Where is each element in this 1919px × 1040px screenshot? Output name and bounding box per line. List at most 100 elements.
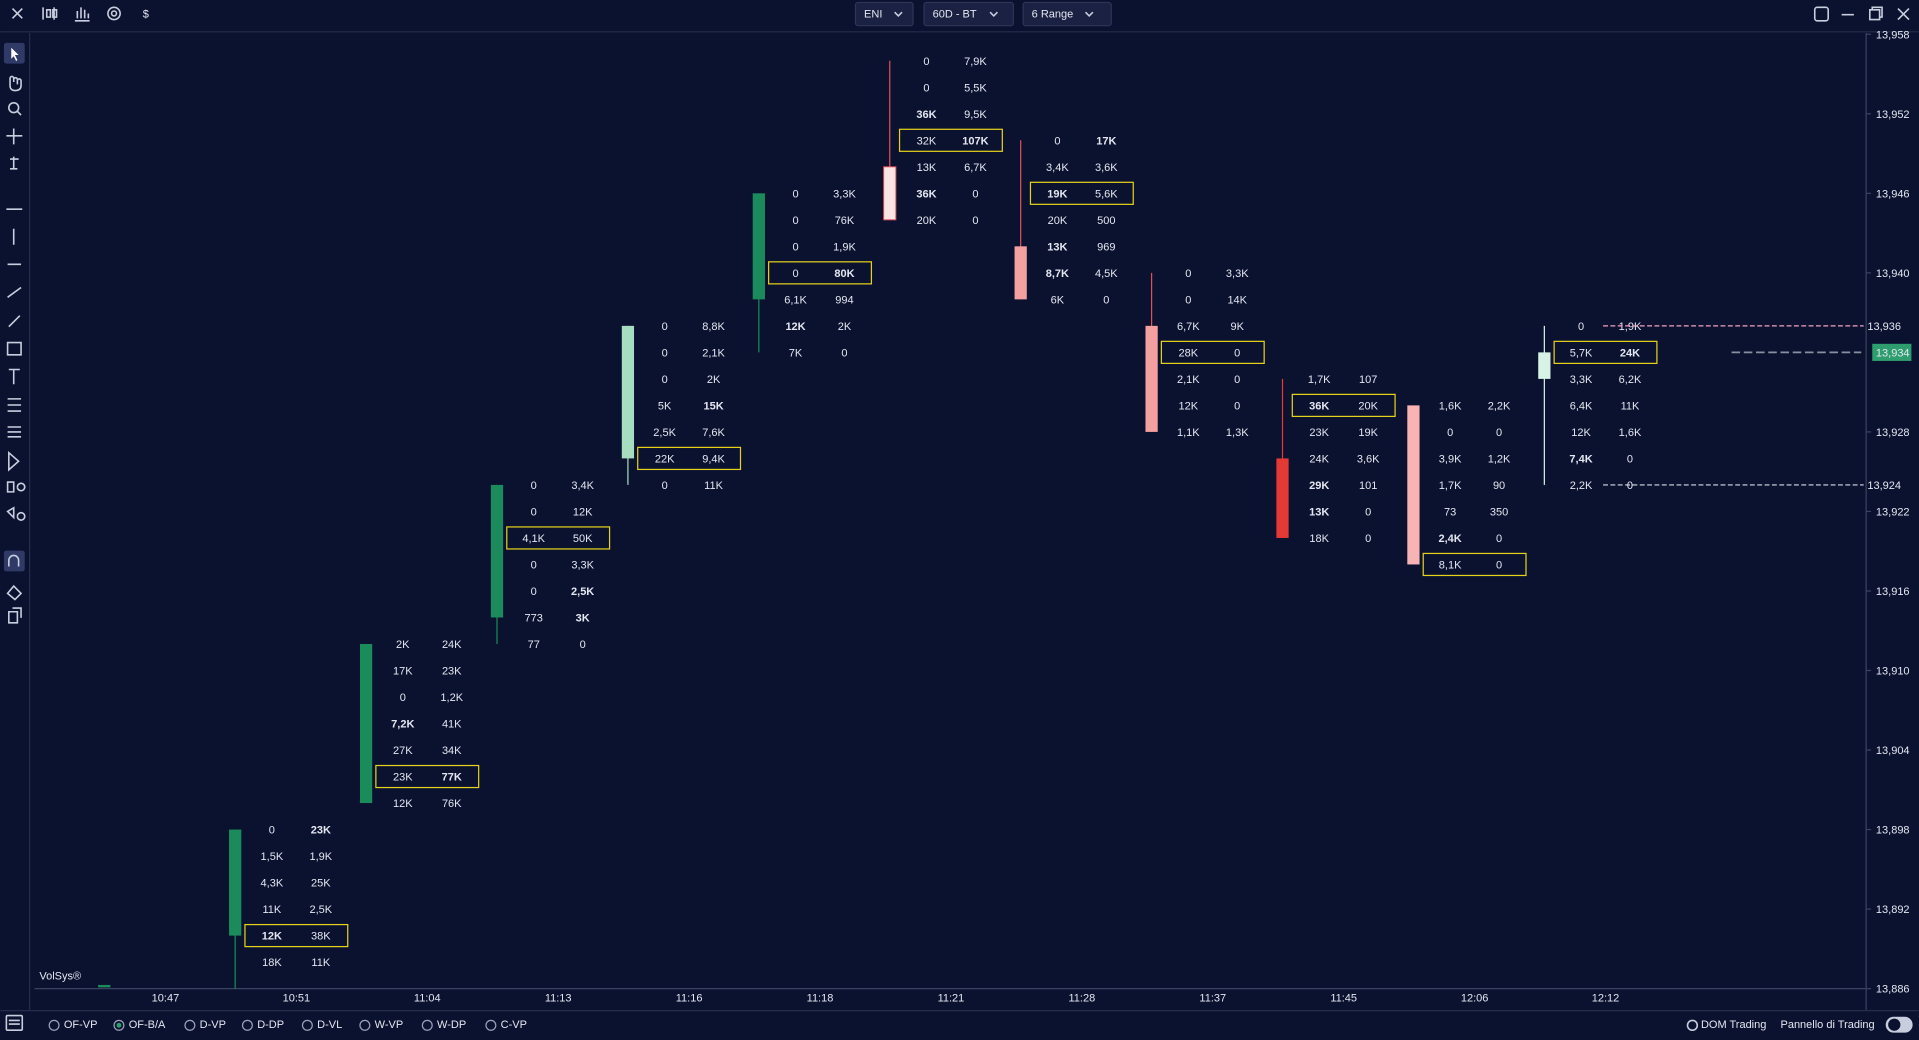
zoom-icon[interactable] [8, 101, 20, 114]
bid-volume: 0 [531, 507, 537, 519]
ask-volume: 350 [1490, 507, 1508, 519]
watermark: VolSys® [39, 970, 81, 982]
radio-dot [116, 1022, 122, 1028]
candle-body [359, 643, 373, 804]
ask-volume: 24K [442, 639, 462, 651]
y-tick-label: 13,904 [1876, 745, 1910, 757]
bid-volume: 0 [531, 560, 537, 572]
bars-icon[interactable] [74, 7, 90, 22]
bid-volume: 0 [1054, 135, 1060, 147]
chevron [894, 11, 903, 18]
bid-volume: 12K [785, 321, 805, 333]
current-price-label: 13,934 [1876, 348, 1910, 360]
highlight-box [898, 128, 1003, 152]
hand-icon[interactable] [9, 75, 22, 92]
bottom-item[interactable]: Pannello di Trading [1780, 1019, 1874, 1031]
option-label[interactable]: OF-VP [64, 1019, 98, 1031]
bid-volume: 20K [1048, 215, 1068, 227]
candle-body [1014, 246, 1027, 300]
cursor-icon [11, 47, 19, 62]
currency-icon[interactable]: $ [143, 9, 149, 21]
bid-volume: 6,1K [784, 294, 807, 306]
radio[interactable] [1686, 1019, 1699, 1032]
ask-volume: 80K [834, 268, 854, 280]
ask-volume: 0 [1103, 294, 1109, 306]
radio[interactable] [184, 1019, 196, 1031]
settings-icon[interactable] [107, 6, 121, 21]
radio[interactable] [113, 1019, 125, 1031]
toggle-knob [1888, 1018, 1901, 1031]
bid-volume: 6,7K [1177, 321, 1200, 333]
ask-volume: 1,6K [1619, 427, 1642, 439]
ask-volume: 0 [1234, 348, 1240, 360]
dropdown[interactable] [1022, 1, 1112, 27]
bid-volume: 0 [1578, 321, 1584, 333]
tools-icons[interactable] [6, 110, 23, 170]
y-tick-label: 13,916 [1876, 586, 1910, 598]
option-label[interactable]: D-VL [317, 1019, 342, 1031]
magnet-tool[interactable] [3, 550, 25, 572]
bid-volume: 23K [1309, 427, 1329, 439]
option-label[interactable]: C-VP [501, 1019, 527, 1031]
dropdown[interactable] [854, 1, 914, 27]
close-icon[interactable] [11, 8, 23, 19]
ask-volume: 77K [442, 772, 462, 784]
bid-volume: 5,7K [1570, 348, 1593, 360]
dropdown[interactable] [923, 1, 1014, 27]
layout-icon[interactable] [1813, 6, 1830, 22]
bid-volume: 4,1K [522, 533, 545, 545]
ask-volume: 3K [576, 613, 590, 625]
ask-volume: 9,5K [964, 109, 987, 121]
option-label[interactable]: D-DP [257, 1019, 284, 1031]
y-tick-label: 13,946 [1876, 188, 1910, 200]
ask-volume: 15K [703, 401, 723, 413]
bid-volume: 1,5K [261, 851, 284, 863]
ask-volume: 2K [838, 321, 852, 333]
ask-volume: 9,4K [702, 454, 725, 466]
ask-volume: 0 [1627, 454, 1633, 466]
x-tick-label: 12:06 [1461, 992, 1489, 1004]
drawing-tools[interactable] [6, 208, 26, 521]
option-label[interactable]: W-DP [437, 1019, 466, 1031]
x-tick-label: 11:16 [676, 992, 703, 1004]
bid-volume: 27K [393, 745, 413, 757]
highlight-box [244, 923, 349, 948]
bid-volume: 1,6K [1439, 401, 1462, 413]
restore-icon[interactable] [1869, 6, 1883, 21]
window-close-icon[interactable] [1897, 8, 1910, 21]
radio[interactable] [301, 1019, 313, 1031]
option-label[interactable]: W-VP [375, 1019, 404, 1031]
ask-volume: 2,5K [309, 904, 332, 916]
level-label: 13,924 [1867, 480, 1901, 492]
option-label[interactable]: OF-B/A [129, 1019, 166, 1031]
ask-volume: 1,9K [1619, 321, 1642, 333]
option-label[interactable]: D-VP [200, 1019, 226, 1031]
bid-volume: 0 [662, 374, 668, 386]
settings-icon-inner [110, 10, 118, 17]
radio[interactable] [485, 1019, 497, 1031]
bid-volume: 7,2K [391, 719, 414, 731]
bid-volume: 73 [1444, 507, 1456, 519]
y-tick-label: 13,892 [1876, 904, 1910, 916]
radio[interactable] [48, 1019, 60, 1031]
ask-volume: 8,8K [702, 321, 725, 333]
bid-volume: 8,1K [1439, 560, 1462, 572]
bid-volume: 5K [658, 401, 672, 413]
ask-volume: 6,7K [964, 162, 987, 174]
y-tick-label: 13,958 [1876, 29, 1910, 41]
radio[interactable] [241, 1019, 253, 1031]
radio[interactable] [359, 1019, 371, 1031]
more-tools[interactable] [6, 584, 23, 624]
bid-volume: 23K [393, 772, 413, 784]
bid-volume: 773 [525, 613, 543, 625]
bottom-item[interactable]: DOM Trading [1701, 1019, 1766, 1031]
bid-volume: 0 [792, 215, 798, 227]
radio[interactable] [421, 1019, 433, 1031]
ask-volume: 25K [311, 878, 331, 890]
candles-icon[interactable] [42, 7, 58, 20]
ask-volume: 41K [442, 719, 462, 731]
panel-icon[interactable] [5, 1014, 24, 1032]
ask-volume: 0 [1234, 374, 1240, 386]
bid-volume: 0 [662, 480, 668, 492]
